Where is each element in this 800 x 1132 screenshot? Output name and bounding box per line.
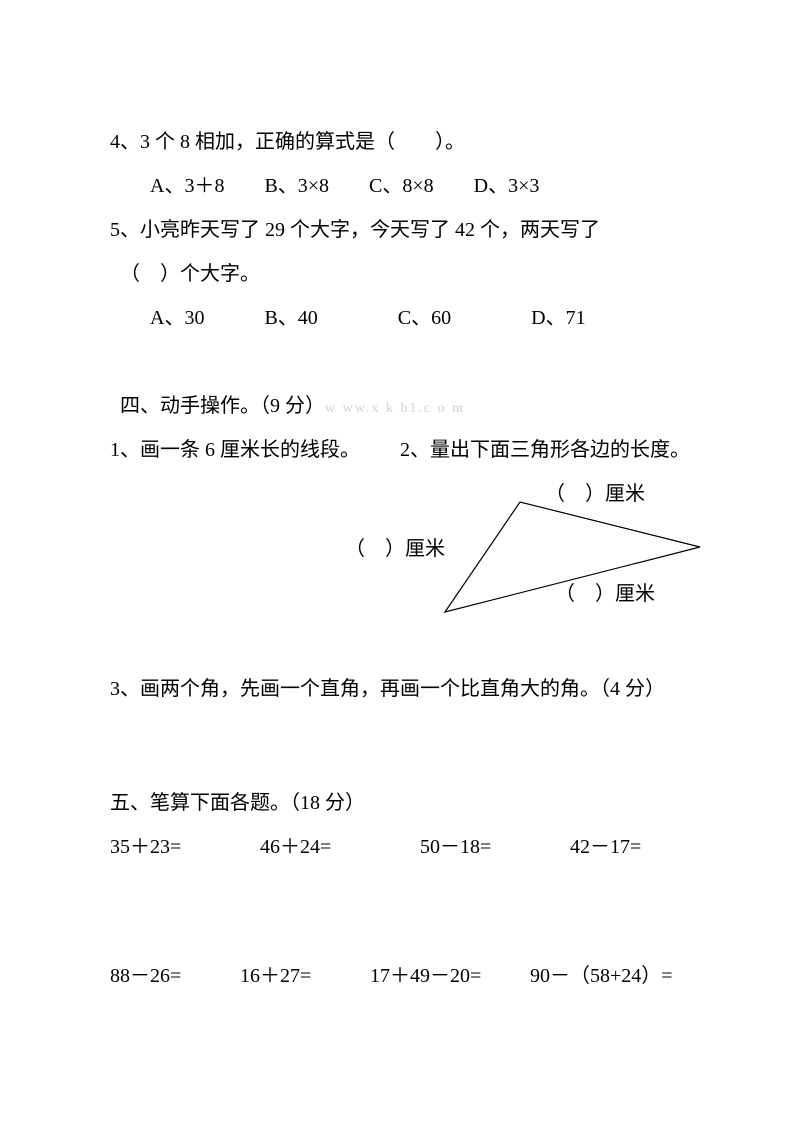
triangle-diagram: （ ）厘米 （ ）厘米 （ ）厘米: [390, 472, 730, 652]
calc-row-1: 35＋23= 46＋24= 50－18= 42－17=: [110, 825, 700, 869]
calc-cell: 46＋24=: [260, 825, 420, 869]
section4-sub2: 2、量出下面三角形各边的长度。: [390, 428, 730, 472]
watermark: w ww.x k b1.c o m: [325, 401, 465, 416]
section4-sub3: 3、画两个角，先画一个直角，再画一个比直角大的角。（4 分）: [110, 667, 700, 711]
section4-title: 四、动手操作。（9 分）w ww.x k b1.c o m: [110, 340, 700, 428]
section4-title-text: 四、动手操作。（9 分）: [120, 395, 325, 417]
calc-cell: 90－（58+24）=: [530, 954, 700, 998]
triangle-label-right: （ ）厘米: [555, 572, 655, 616]
calc-cell: 17＋49－20=: [370, 954, 530, 998]
triangle-label-top: （ ）厘米: [545, 472, 645, 516]
triangle-label-left: （ ）厘米: [345, 527, 445, 571]
calc-cell: 88－26=: [110, 954, 240, 998]
section5-title: 五、笔算下面各题。（18 分）: [110, 781, 700, 825]
calc-cell: 35＋23=: [110, 825, 260, 869]
q5-line1: 5、小亮昨天写了 29 个大字，今天写了 42 个，两天写了: [110, 208, 700, 252]
calc-cell: 42－17=: [570, 825, 700, 869]
q5-options: A、30 B、40 C、60 D、71: [110, 296, 700, 340]
calc-row-2: 88－26= 16＋27= 17＋49－20= 90－（58+24）=: [110, 954, 700, 998]
calc-cell: 50－18=: [420, 825, 570, 869]
calc-cell: 16＋27=: [240, 954, 370, 998]
q4-options: A、3＋8 B、3×8 C、8×8 D、3×3: [110, 164, 700, 208]
q4-text: 4、3 个 8 相加，正确的算式是（ ）。: [110, 120, 700, 164]
q5-line2: （ ）个大字。: [110, 252, 700, 296]
section4-sub1: 1、画一条 6 厘米长的线段。: [110, 428, 390, 472]
